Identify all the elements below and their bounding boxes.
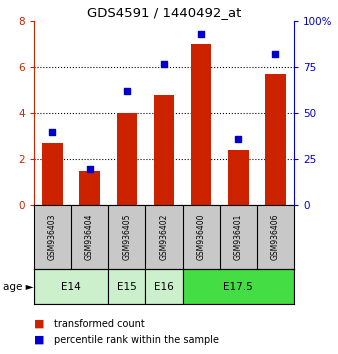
Bar [183,269,294,304]
Bar [145,269,183,304]
Bar [265,74,286,205]
Text: ■: ■ [34,335,44,345]
Point [161,61,167,67]
Text: transformed count: transformed count [54,319,145,329]
Text: GSM936401: GSM936401 [234,214,243,261]
Bar [79,171,100,205]
Point [198,31,204,37]
Point [236,136,241,142]
Text: percentile rank within the sample: percentile rank within the sample [54,335,219,345]
Bar [117,113,137,205]
Bar [154,95,174,205]
Text: age ►: age ► [3,282,34,292]
Point [87,166,92,171]
Bar [34,269,108,304]
Bar [108,269,145,304]
Text: E17.5: E17.5 [223,282,253,292]
Title: GDS4591 / 1440492_at: GDS4591 / 1440492_at [87,6,241,19]
Bar [191,44,211,205]
Text: GSM936405: GSM936405 [122,214,131,261]
Text: GSM936400: GSM936400 [197,214,206,261]
Text: GSM936403: GSM936403 [48,214,57,261]
Text: GSM936406: GSM936406 [271,214,280,261]
Text: E16: E16 [154,282,174,292]
Text: ■: ■ [34,319,44,329]
Point [273,52,278,57]
Text: E15: E15 [117,282,137,292]
Bar [228,150,248,205]
Point [50,129,55,135]
Text: GSM936402: GSM936402 [160,214,168,261]
Point [124,88,129,94]
Bar [42,143,63,205]
Text: GSM936404: GSM936404 [85,214,94,261]
Text: E14: E14 [61,282,81,292]
